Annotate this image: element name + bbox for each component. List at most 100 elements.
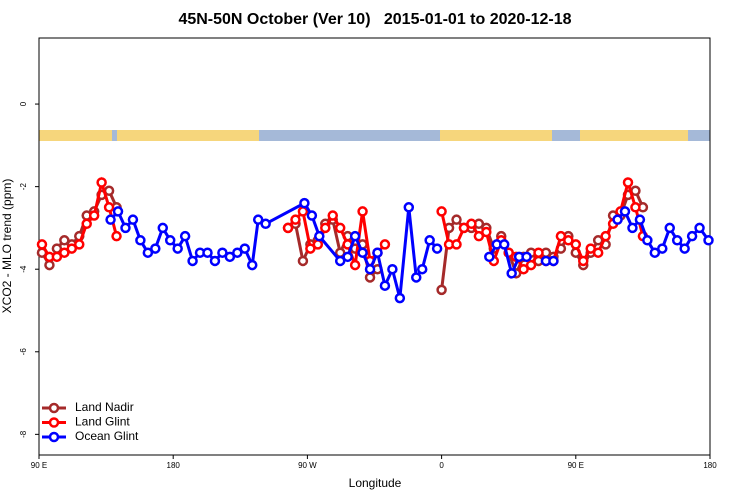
data-point (246, 259, 258, 271)
data-point (112, 206, 124, 217)
data-point (224, 251, 236, 263)
data-point (578, 255, 589, 267)
data-point (157, 222, 169, 234)
legend-label: Ocean Glint (75, 429, 139, 443)
data-point (232, 247, 243, 258)
data-point (466, 218, 477, 230)
data-point (686, 230, 698, 242)
chart-title: 45N-50N October (Ver 10) 2015-01-01 to 2… (178, 11, 571, 28)
data-point (634, 214, 646, 225)
data-point (209, 255, 221, 267)
data-point (179, 230, 191, 242)
data-point (458, 222, 470, 234)
data-point (484, 251, 495, 263)
data-point (525, 259, 537, 271)
strip-land (440, 130, 552, 141)
data-point (217, 247, 228, 258)
data-point (451, 214, 462, 225)
data-point (533, 247, 544, 258)
data-point (260, 218, 271, 230)
data-point (518, 263, 529, 275)
data-point (105, 214, 116, 225)
data-point (36, 239, 48, 250)
data-point (387, 263, 398, 275)
data-point (394, 292, 406, 304)
data-point (312, 239, 324, 250)
data-point (403, 202, 415, 213)
data-point (357, 247, 368, 258)
data-point (585, 243, 596, 254)
data-point (349, 230, 361, 242)
data-point (127, 214, 139, 225)
strip-land (580, 130, 688, 141)
data-point (642, 235, 653, 246)
strip-land (117, 130, 259, 141)
series-line (40, 188, 645, 291)
data-point (81, 218, 92, 230)
data-point (570, 239, 582, 250)
x-tick-label: 180 (167, 461, 181, 470)
data-point (481, 226, 492, 238)
y-axis-label: XCO2 - MLO trend (ppm) (0, 179, 14, 314)
data-point (66, 243, 78, 254)
data-point (555, 230, 567, 242)
data-point (103, 202, 115, 213)
data-point (424, 235, 435, 246)
data-point (59, 235, 70, 246)
data-point (172, 243, 183, 254)
data-point (74, 239, 85, 250)
data-point (202, 247, 213, 258)
data-point (364, 263, 376, 275)
y-tick-label: -4 (19, 265, 28, 273)
data-point (44, 259, 55, 271)
data-point (619, 206, 631, 217)
x-tick-label: 90 E (568, 461, 584, 470)
data-point (627, 222, 638, 234)
data-point (436, 284, 447, 296)
data-point (187, 255, 198, 267)
data-point (239, 243, 251, 254)
data-point (252, 214, 264, 225)
data-point (51, 251, 63, 263)
data-point (314, 230, 325, 242)
data-point (327, 210, 338, 221)
y-tick-label: -6 (19, 348, 28, 356)
y-tick-label: -8 (19, 430, 28, 438)
data-point (498, 239, 510, 250)
data-point (592, 247, 604, 258)
legend-label: Land Nadir (75, 400, 134, 414)
data-point (506, 268, 517, 279)
data-point (120, 222, 131, 234)
data-point (150, 243, 161, 254)
legend-marker (48, 402, 60, 414)
data-point (320, 222, 331, 234)
data-point (142, 247, 154, 258)
data-point (431, 243, 443, 254)
strip-ocean (39, 130, 710, 141)
data-point (96, 177, 107, 188)
data-point (703, 235, 714, 246)
data-point (290, 214, 301, 225)
data-point (297, 255, 309, 267)
data-point (59, 247, 70, 258)
x-axis-label: Longitude (349, 476, 402, 490)
data-point (282, 222, 294, 234)
data-point (473, 230, 485, 242)
legend-marker (48, 431, 60, 443)
data-point (664, 222, 675, 234)
x-tick-label: 90 E (31, 461, 47, 470)
x-tick-label: 0 (439, 461, 444, 470)
x-tick-label: 180 (703, 461, 717, 470)
legend-label: Land Glint (75, 415, 130, 429)
data-point (451, 239, 462, 250)
legend-marker (48, 417, 60, 428)
data-point (679, 243, 690, 254)
y-tick-label: 0 (19, 101, 28, 106)
data-point (600, 230, 611, 242)
surface-strip (39, 130, 710, 141)
data-point (88, 210, 100, 221)
data-point (111, 230, 122, 242)
data-point (649, 247, 661, 258)
data-point (334, 222, 346, 234)
